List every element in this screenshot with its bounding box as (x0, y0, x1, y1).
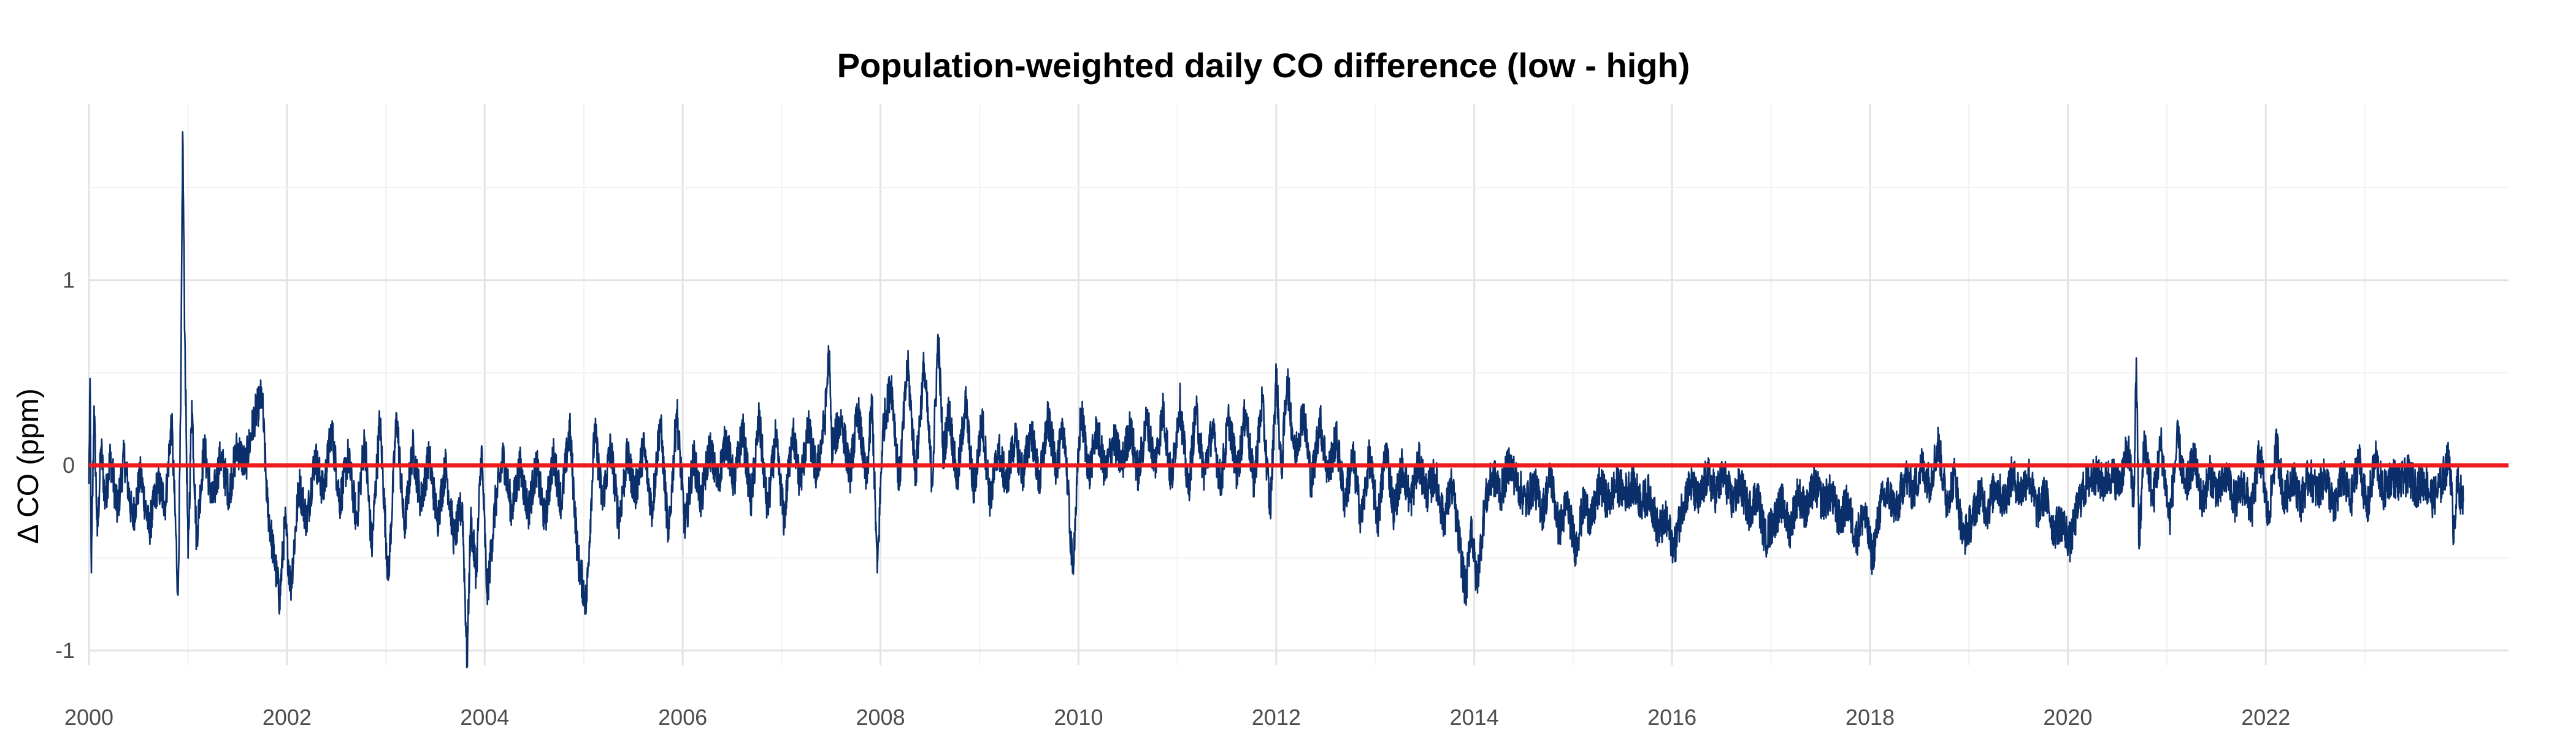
x-tick-label: 2008 (856, 705, 905, 730)
x-tick-label: 2000 (64, 705, 113, 730)
x-tick-label: 2004 (460, 705, 509, 730)
x-tick-label: 2010 (1054, 705, 1103, 730)
x-tick-label: 2012 (1252, 705, 1301, 730)
chart-title: Population-weighted daily CO difference … (837, 46, 1690, 85)
x-tick-label: 2020 (2043, 705, 2092, 730)
series-line (88, 131, 2464, 668)
x-tick-label: 2022 (2241, 705, 2290, 730)
y-axis-title: Δ CO (ppm) (12, 388, 45, 543)
series-layer (88, 131, 2464, 668)
x-tick-label: 2016 (1647, 705, 1696, 730)
x-tick-label: 2018 (1846, 705, 1895, 730)
x-tick-label: 2006 (658, 705, 707, 730)
x-tick-label: 2014 (1450, 705, 1499, 730)
y-tick-label: -1 (55, 638, 75, 663)
y-tick-label: 1 (63, 267, 75, 293)
y-tick-label: 0 (63, 453, 75, 478)
grid (88, 104, 2509, 665)
tick-labels: 2000 2002 2004 2006 2008 2010 2012 2014 2016 2018… (55, 267, 2290, 730)
x-tick-label: 2002 (263, 705, 312, 730)
